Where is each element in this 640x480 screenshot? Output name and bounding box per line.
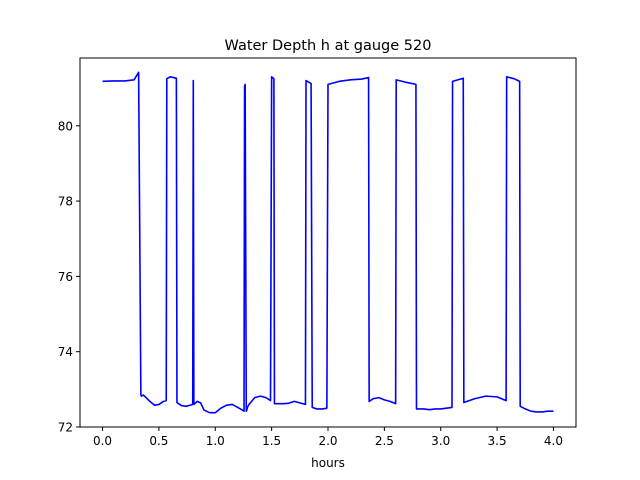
plot-frame [79, 57, 577, 428]
x-axis-label: hours [311, 456, 345, 470]
y-tick-label: 74 [58, 345, 73, 359]
chart-title: Water Depth h at gauge 520 [225, 38, 432, 54]
x-tick-label: 3.0 [431, 434, 450, 448]
y-tick-label: 80 [58, 119, 73, 133]
x-tick-label: 3.5 [488, 434, 507, 448]
plot-area [102, 71, 554, 414]
x-tick-label: 0.0 [93, 434, 112, 448]
x-tick-label: 0.5 [149, 434, 168, 448]
series-line [102, 71, 554, 414]
y-tick-label: 72 [58, 421, 73, 435]
y-axis: 72 74 76 78 80 [58, 119, 80, 435]
y-tick-label: 76 [58, 270, 73, 284]
x-tick-label: 4.0 [544, 434, 563, 448]
x-tick-label: 2.5 [375, 434, 394, 448]
x-axis: 0.0 0.5 1.0 1.5 2.0 2.5 3.0 3.5 4.0 [93, 427, 563, 448]
x-tick-label: 1.0 [206, 434, 225, 448]
y-tick-label: 78 [58, 195, 73, 209]
x-tick-label: 2.0 [318, 434, 337, 448]
x-tick-label: 1.5 [262, 434, 281, 448]
